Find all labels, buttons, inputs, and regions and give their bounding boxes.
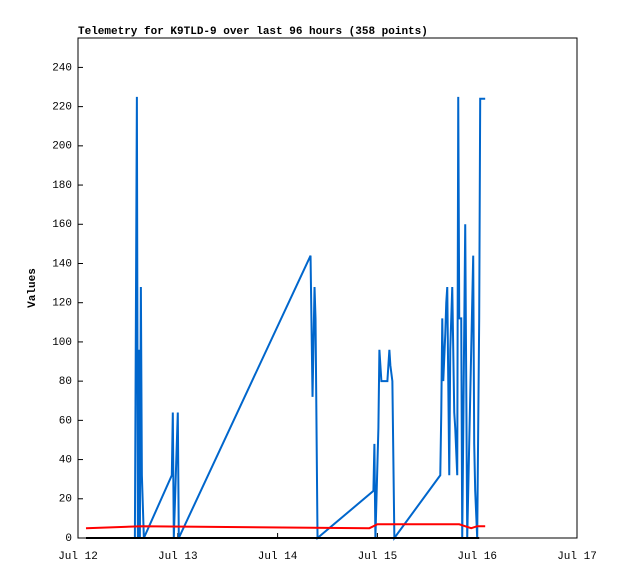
y-tick-label: 120: [52, 298, 72, 310]
y-tick-label: 140: [52, 258, 72, 270]
x-tick-label: Jul 15: [358, 551, 398, 563]
y-tick-label: 0: [65, 533, 72, 545]
x-tick-label: Jul 14: [258, 551, 298, 563]
series-line: [85, 523, 486, 530]
y-tick-label: 160: [52, 219, 72, 231]
plot-frame: [77, 37, 578, 539]
y-axis-title: Values: [27, 268, 39, 308]
y-tick-label: 180: [52, 180, 72, 192]
x-tick-label: Jul 17: [557, 551, 597, 563]
y-tick-label: 60: [59, 415, 72, 427]
x-tick-label: Jul 12: [58, 551, 98, 563]
series-line: [133, 96, 486, 542]
y-tick-label: 80: [59, 376, 72, 388]
x-tick-label: Jul 13: [158, 551, 198, 563]
chart-title: Telemetry for K9TLD-9 over last 96 hours…: [78, 26, 428, 38]
y-tick-label: 240: [52, 62, 72, 74]
x-tick-label: Jul 16: [457, 551, 497, 563]
y-tick-label: 100: [52, 337, 72, 349]
y-tick-label: 20: [59, 494, 72, 506]
y-tick-label: 200: [52, 141, 72, 153]
y-tick-label: 40: [59, 454, 72, 466]
y-tick-label: 220: [52, 102, 72, 114]
